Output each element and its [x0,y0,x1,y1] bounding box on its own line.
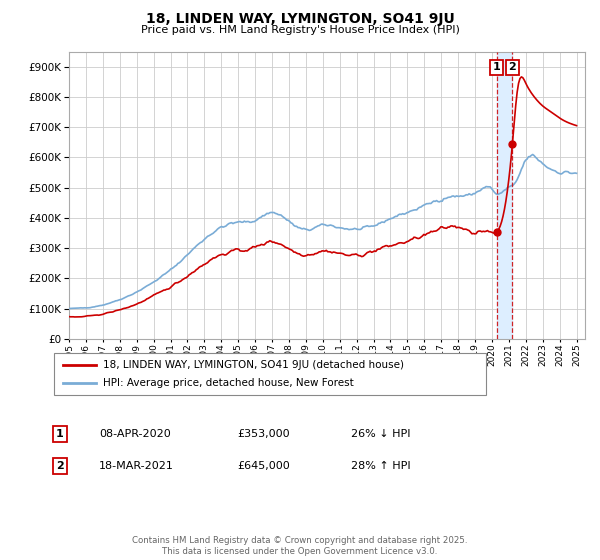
Text: 2: 2 [509,62,516,72]
Text: 1: 1 [493,62,500,72]
Text: 2: 2 [56,461,64,471]
Text: 26% ↓ HPI: 26% ↓ HPI [351,429,410,439]
Text: Price paid vs. HM Land Registry's House Price Index (HPI): Price paid vs. HM Land Registry's House … [140,25,460,35]
Text: £645,000: £645,000 [237,461,290,471]
Text: 1: 1 [56,429,64,439]
Text: 18-MAR-2021: 18-MAR-2021 [99,461,174,471]
Bar [497,52,512,339]
Text: 28% ↑ HPI: 28% ↑ HPI [351,461,410,471]
Text: £353,000: £353,000 [237,429,290,439]
Text: 18, LINDEN WAY, LYMINGTON, SO41 9JU (detached house): 18, LINDEN WAY, LYMINGTON, SO41 9JU (det… [103,360,404,370]
Text: 08-APR-2020: 08-APR-2020 [99,429,171,439]
Text: 18, LINDEN WAY, LYMINGTON, SO41 9JU: 18, LINDEN WAY, LYMINGTON, SO41 9JU [146,12,454,26]
Text: Contains HM Land Registry data © Crown copyright and database right 2025.
This d: Contains HM Land Registry data © Crown c… [132,536,468,556]
Text: HPI: Average price, detached house, New Forest: HPI: Average price, detached house, New … [103,378,354,388]
